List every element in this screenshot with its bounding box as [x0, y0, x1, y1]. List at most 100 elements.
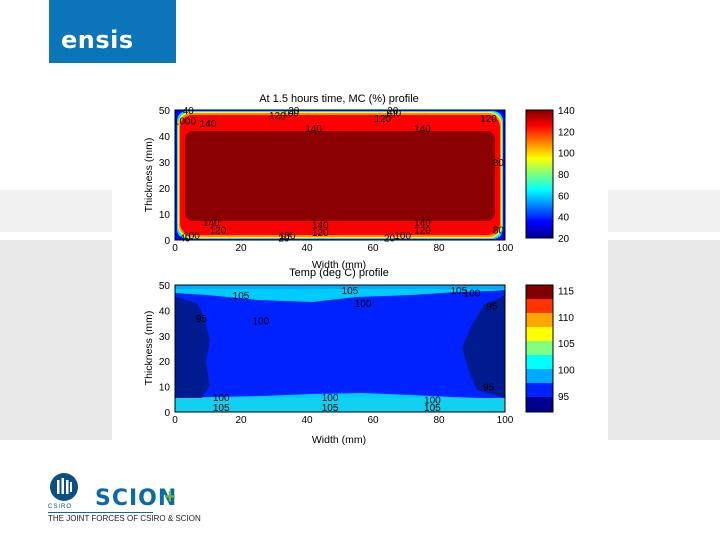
csiro-logo-icon	[50, 473, 78, 501]
figure-svg: At 1.5 hours time, MC (%) profile 0 20 40 6…	[143, 93, 575, 446]
colorbar-tick-label: 20	[558, 234, 570, 245]
contour-label: 100	[355, 299, 372, 310]
temp-contour-labels: 105 105 1051001001009595951001051001051001…	[196, 286, 498, 414]
figure-panel: At 1.5 hours time, MC (%) profile 0 20 40 6…	[112, 85, 608, 455]
csiro-logo-text: CSIRO	[48, 504, 73, 510]
colorbar-tick-label: 120	[558, 127, 575, 138]
contour-label: 100	[183, 231, 200, 242]
y-tick-label: 20	[159, 184, 171, 195]
contour-label: 100	[464, 289, 481, 300]
colorbar-tick-label: 105	[558, 339, 575, 350]
contour-label: 105	[424, 403, 441, 414]
mc-colorbar-ticks: 20 40 60 80 100 120 140	[558, 106, 575, 245]
x-tick-label: 40	[301, 415, 313, 426]
mc-x-axis-label: Width (mm)	[312, 259, 366, 271]
contour-label: 100	[322, 393, 339, 404]
contour-label: 80	[493, 226, 505, 237]
x-tick-label: 40	[301, 243, 313, 254]
x-tick-label: 100	[497, 415, 514, 426]
ensis-logo: ensis	[49, 0, 176, 63]
temp-axes-frame	[174, 284, 506, 413]
mc-heatmap	[175, 110, 505, 240]
contour-label: 140	[414, 124, 431, 135]
contour-label: 95	[486, 301, 498, 312]
colorbar-tick-label: 40	[558, 213, 570, 224]
temp-band-bottom	[175, 398, 505, 412]
scion-plus-icon: +	[164, 486, 176, 508]
temp-region-darkblue-right	[462, 295, 505, 398]
colorbar-tick-label: 115	[558, 286, 574, 297]
contour-label: 140	[414, 218, 431, 229]
colorbar-tick-label: 110	[558, 313, 574, 324]
y-tick-label: 50	[159, 106, 171, 117]
contour-label: 95	[483, 383, 495, 394]
y-tick-label: 30	[159, 332, 171, 343]
ensis-logo-text: ensis	[61, 26, 134, 54]
colorbar-tick-label: 80	[558, 170, 570, 181]
temp-heatmap	[175, 285, 505, 412]
contour-label: 20	[387, 106, 399, 117]
contour-label: 140	[200, 119, 217, 130]
temp-x-axis-label: Width (mm)	[312, 434, 366, 446]
contour-label: 100	[424, 395, 441, 406]
y-tick-label: 10	[159, 383, 171, 394]
contour-label: 120	[269, 111, 286, 122]
x-tick-label: 20	[235, 243, 247, 254]
mc-chart-title: At 1.5 hours time, MC (%) profile	[259, 93, 419, 105]
temp-region-darkblue-left	[175, 297, 210, 398]
footer-divider	[48, 512, 153, 513]
temp-colorbar	[525, 284, 554, 413]
mc-y-axis-label: Thickness (mm)	[143, 138, 155, 213]
y-tick-label: 30	[159, 158, 171, 169]
x-tick-label: 60	[367, 415, 379, 426]
contour-label: 105	[450, 286, 467, 297]
y-tick-label: 10	[159, 210, 171, 221]
temp-colorbar-ticks: 95 100 105 110 115	[558, 286, 575, 403]
x-tick-label: 80	[433, 243, 445, 254]
contour-label: 100	[384, 109, 401, 120]
contour-label: 100	[282, 109, 299, 120]
colorbar-tick-label: 100	[558, 366, 575, 377]
mc-colorbar	[525, 109, 554, 239]
temp-chart-title: Temp (deg C) profile	[289, 267, 389, 279]
contour-label: 40	[179, 233, 191, 244]
mc-axes-frame	[174, 109, 506, 241]
y-tick-label: 50	[159, 281, 171, 292]
y-tick-label: 20	[159, 357, 171, 368]
x-tick-label: 80	[433, 415, 445, 426]
mc-band-darkred	[185, 131, 495, 221]
temp-profile-chart: Temp (deg C) profile 0 20 40 60 80 100 0 10 20 3…	[143, 267, 575, 446]
y-tick-label: 40	[159, 132, 171, 143]
x-tick-label: 20	[235, 415, 247, 426]
contour-label: 1000	[174, 116, 197, 127]
colorbar-tick-label: 140	[558, 106, 575, 117]
x-tick-label: 0	[172, 243, 178, 254]
contour-label: 100	[394, 231, 411, 242]
temp-y-tick-labels: 0 10 20 30 40 50	[159, 281, 171, 419]
contour-label: 140	[203, 218, 220, 229]
scion-logo-text: SCION	[95, 486, 178, 511]
contour-label: 100	[213, 393, 230, 404]
contour-label: 120	[375, 114, 392, 125]
temp-x-tick-labels: 0 20 40 60 80 100	[172, 415, 514, 426]
contour-label: 100	[279, 231, 296, 242]
contour-label: 40	[183, 106, 195, 117]
contour-label: 105	[342, 286, 359, 297]
temp-y-axis-label: Thickness (mm)	[143, 311, 155, 386]
footer-tagline: THE JOINT FORCES OF CSIRO & SCION	[48, 514, 201, 523]
contour-label: 80	[493, 158, 505, 169]
colorbar-tick-label: 95	[558, 392, 570, 403]
contour-label: 20	[384, 233, 396, 244]
contour-label: 95	[196, 314, 208, 325]
x-tick-label: 100	[497, 243, 514, 254]
contour-label: 20	[288, 106, 300, 117]
footer-branding: CSIRO SCION + THE JOINT FORCES OF CSIRO …	[48, 468, 248, 528]
contour-label: 140	[305, 124, 322, 135]
colorbar-tick-label: 100	[558, 149, 575, 160]
contour-label: 120	[210, 226, 227, 237]
contour-label: 105	[322, 403, 339, 414]
y-tick-label: 0	[164, 408, 170, 419]
contour-label: 20	[278, 233, 290, 244]
x-tick-label: 0	[172, 415, 178, 426]
